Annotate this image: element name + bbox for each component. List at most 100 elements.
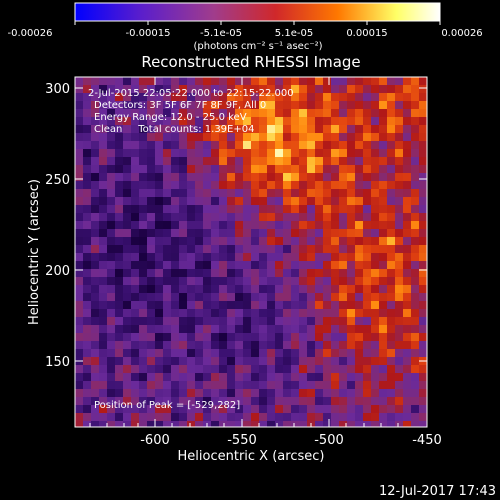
image-pixel (235, 165, 243, 173)
image-pixel (147, 389, 155, 397)
image-pixel (251, 173, 259, 181)
image-pixel (315, 149, 323, 157)
image-pixel (323, 213, 331, 221)
image-pixel (283, 93, 291, 101)
image-pixel (179, 357, 187, 365)
image-pixel (219, 141, 227, 149)
image-pixel (243, 229, 251, 237)
image-pixel (227, 173, 235, 181)
image-pixel (235, 285, 243, 293)
image-pixel (187, 421, 195, 427)
image-pixel (387, 197, 395, 205)
image-pixel (331, 93, 339, 101)
image-pixel (131, 277, 139, 285)
image-pixel (163, 213, 171, 221)
image-pixel (379, 109, 387, 117)
image-pixel (307, 269, 315, 277)
image-pixel (251, 109, 259, 117)
image-pixel (99, 253, 107, 261)
image-pixel (163, 333, 171, 341)
image-pixel (355, 325, 363, 333)
image-pixel (267, 397, 275, 405)
image-pixel (315, 373, 323, 381)
image-pixel (411, 285, 419, 293)
image-pixel (227, 181, 235, 189)
image-pixel (371, 165, 379, 173)
image-pixel (211, 205, 219, 213)
image-pixel (179, 285, 187, 293)
image-pixel (363, 221, 371, 229)
image-pixel (235, 205, 243, 213)
image-pixel (203, 221, 211, 229)
image-pixel (299, 237, 307, 245)
image-pixel (171, 357, 179, 365)
image-pixel (99, 357, 107, 365)
image-pixel (259, 373, 267, 381)
image-pixel (187, 261, 195, 269)
image-pixel (155, 77, 163, 85)
image-pixel (291, 205, 299, 213)
image-pixel (251, 213, 259, 221)
image-pixel (307, 349, 315, 357)
image-pixel (379, 397, 387, 405)
image-pixel (323, 277, 331, 285)
image-pixel (379, 229, 387, 237)
image-pixel (251, 341, 259, 349)
image-pixel (235, 333, 243, 341)
image-pixel (131, 245, 139, 253)
image-pixel (267, 333, 275, 341)
image-pixel (147, 285, 155, 293)
image-pixel (267, 405, 275, 413)
image-pixel (107, 165, 115, 173)
image-pixel (195, 325, 203, 333)
image-pixel (91, 141, 99, 149)
image-pixel (387, 325, 395, 333)
image-pixel (331, 397, 339, 405)
image-pixel (99, 125, 107, 133)
image-pixel (131, 373, 139, 381)
image-pixel (115, 245, 123, 253)
image-pixel (91, 293, 99, 301)
image-pixel (243, 197, 251, 205)
image-pixel (75, 133, 83, 141)
image-pixel (307, 381, 315, 389)
image-pixel (147, 365, 155, 373)
image-pixel (75, 285, 83, 293)
image-pixel (147, 293, 155, 301)
image-pixel (195, 133, 203, 141)
colorbar-tick-label: -0.00015 (126, 28, 171, 39)
image-pixel (283, 285, 291, 293)
image-pixel (291, 333, 299, 341)
image-pixel (347, 101, 355, 109)
image-pixel (123, 93, 131, 101)
image-pixel (339, 301, 347, 309)
image-pixel (171, 381, 179, 389)
image-pixel (227, 277, 235, 285)
image-pixel (91, 269, 99, 277)
image-pixel (307, 77, 315, 85)
colorbar-gradient (74, 2, 441, 22)
image-pixel (163, 373, 171, 381)
image-pixel (275, 221, 283, 229)
image-pixel (115, 341, 123, 349)
image-pixel (211, 381, 219, 389)
image-pixel (419, 85, 427, 93)
image-pixel (419, 381, 427, 389)
image-pixel (387, 349, 395, 357)
image-pixel (347, 277, 355, 285)
image-pixel (219, 85, 227, 93)
image-pixel (371, 77, 379, 85)
image-pixel (147, 301, 155, 309)
image-pixel (99, 365, 107, 373)
image-pixel (155, 341, 163, 349)
image-pixel (323, 221, 331, 229)
image-pixel (331, 373, 339, 381)
image-pixel (259, 197, 267, 205)
image-pixel (371, 365, 379, 373)
image-pixel (147, 229, 155, 237)
image-pixel (139, 141, 147, 149)
image-pixel (275, 285, 283, 293)
image-pixel (331, 229, 339, 237)
image-pixel (195, 309, 203, 317)
image-pixel (107, 389, 115, 397)
